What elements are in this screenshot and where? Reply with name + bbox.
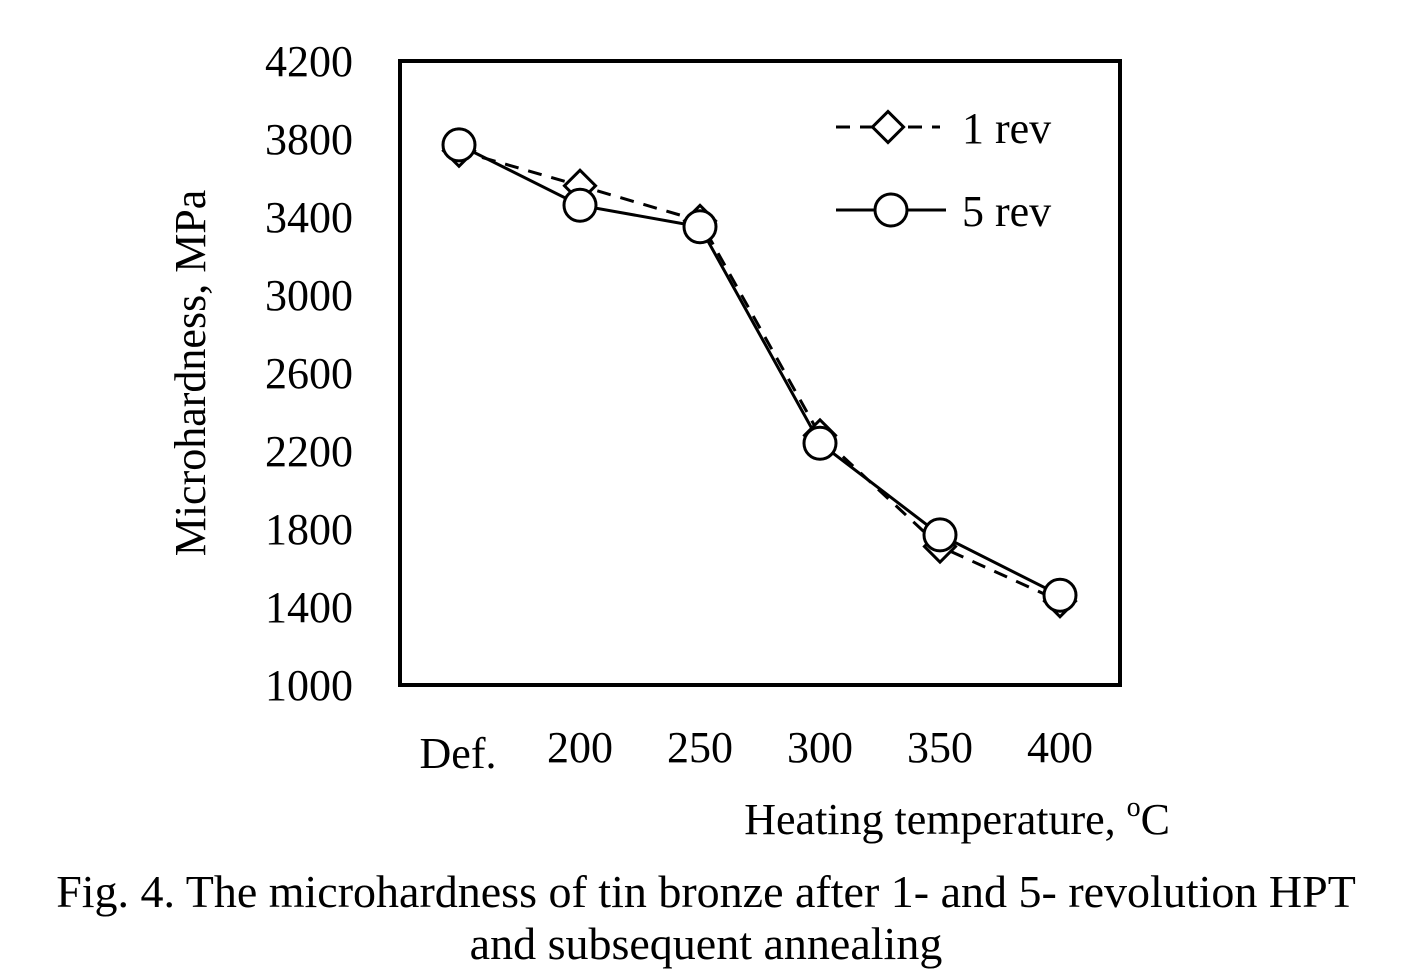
series-layer	[441, 127, 1078, 619]
y-tick-label: 3000	[265, 271, 353, 320]
plot-area-frame	[398, 59, 1122, 687]
x-axis-ticks: Def. 200 250 300 350 400	[420, 723, 1093, 778]
series-line-5rev	[458, 143, 1061, 597]
data-point-circle	[441, 127, 477, 163]
series-line-1rev	[458, 149, 1061, 603]
legend-label-5rev: 5 rev	[962, 187, 1051, 236]
data-point-circle	[802, 425, 838, 461]
data-point-circle	[1042, 577, 1078, 613]
figure-caption-line-1: Fig. 4. The microhardness of tin bronze …	[56, 866, 1356, 917]
y-tick-label: 4200	[265, 37, 353, 86]
y-axis-label: Microhardness, MPa	[166, 190, 215, 557]
data-point-circle	[682, 209, 718, 245]
legend-entry-1rev: 1 rev	[836, 104, 1051, 153]
x-tick-label: 350	[907, 723, 973, 772]
y-tick-label: 1400	[265, 583, 353, 632]
chart: 1000 1400 1800 2200 2600 3000 3400 3800 4200 Def…	[166, 37, 1170, 844]
legend-diamond-marker	[870, 109, 906, 145]
x-tick-label: Def.	[420, 729, 497, 778]
y-tick-label: 2600	[265, 349, 353, 398]
x-axis-label: Heating temperature, oC	[744, 792, 1170, 844]
data-point-circle	[562, 187, 598, 223]
y-tick-label: 3400	[265, 193, 353, 242]
y-tick-label: 2200	[265, 427, 353, 476]
y-tick-label: 3800	[265, 115, 353, 164]
legend-entry-5rev: 5 rev	[836, 187, 1051, 236]
x-tick-label: 300	[787, 723, 853, 772]
data-point-circle	[922, 517, 958, 553]
x-tick-label: 400	[1027, 723, 1093, 772]
legend-label-1rev: 1 rev	[962, 104, 1051, 153]
y-axis-ticks: 1000 1400 1800 2200 2600 3000 3400 3800 4200	[265, 37, 353, 710]
x-tick-label: 250	[667, 723, 733, 772]
y-tick-label: 1800	[265, 505, 353, 554]
y-tick-label: 1000	[265, 661, 353, 710]
legend: 1 rev 5 rev	[836, 104, 1051, 236]
figure-caption-line-2: and subsequent annealing	[469, 918, 943, 969]
legend-circle-marker	[873, 192, 909, 228]
x-tick-label: 200	[547, 723, 613, 772]
